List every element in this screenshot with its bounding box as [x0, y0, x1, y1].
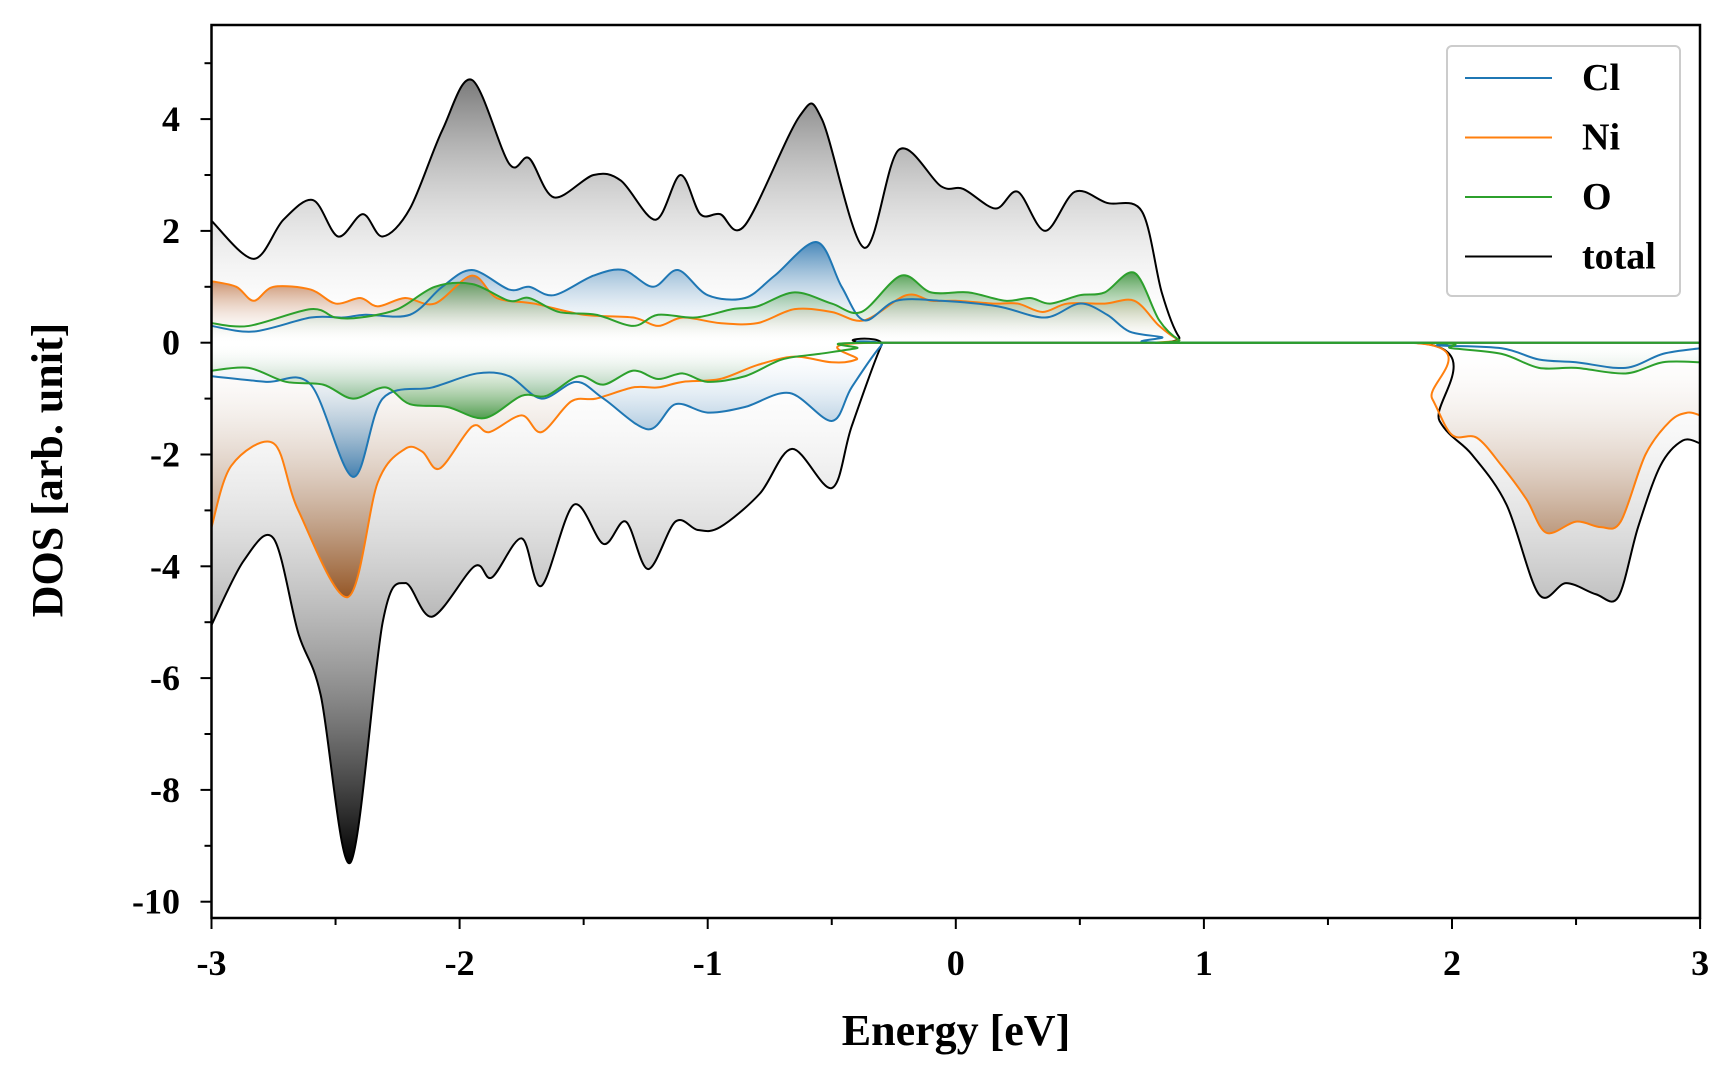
x-tick-label: -1 [693, 943, 723, 983]
total-up-line [210, 78, 1701, 345]
x-tick-label: 2 [1443, 943, 1461, 983]
total-down-line [210, 337, 1701, 864]
y-tick-label: -8 [150, 770, 180, 810]
legend-item-cl: Cl [1465, 57, 1620, 99]
y-tick-label: 4 [162, 99, 180, 139]
series-lines [210, 78, 1701, 864]
y-tick-label: -6 [150, 658, 180, 698]
y-tick-label: 2 [162, 211, 180, 251]
legend-item-ni: Ni [1465, 117, 1620, 159]
cl-up-line [211, 241, 1701, 344]
o-down-line [211, 341, 1701, 420]
total-up-fill [211, 79, 1701, 344]
x-tick-label: -2 [445, 943, 475, 983]
legend-label: Cl [1582, 57, 1620, 99]
o-up-line [211, 271, 1701, 344]
legend-label: Ni [1582, 117, 1620, 159]
y-tick-label: -10 [132, 882, 180, 922]
total-down-fill [211, 338, 1701, 864]
y-tick-label: -4 [150, 546, 180, 586]
x-tick-label: 3 [1691, 943, 1709, 983]
y-tick-label: -2 [150, 435, 180, 475]
legend-item-total: total [1465, 236, 1656, 278]
legend-label: O [1582, 176, 1612, 218]
o-down-fill [211, 342, 1701, 419]
x-tick-label: -3 [197, 943, 227, 983]
x-axis-label: Energy [eV] [842, 1006, 1071, 1055]
x-tick-label: 1 [1195, 943, 1213, 983]
cl-down-line [211, 340, 1701, 478]
x-tick-label: 0 [947, 943, 965, 983]
o-up-fill [211, 272, 1701, 343]
legend-item-o: O [1465, 176, 1612, 218]
y-tick-label: 0 [162, 323, 180, 363]
legend-label: total [1582, 236, 1656, 278]
ni-down-line [210, 341, 1701, 599]
legend-box [1446, 45, 1681, 297]
y-axis-label: DOS [arb. unit] [23, 323, 72, 618]
ni-up-line [211, 274, 1701, 344]
